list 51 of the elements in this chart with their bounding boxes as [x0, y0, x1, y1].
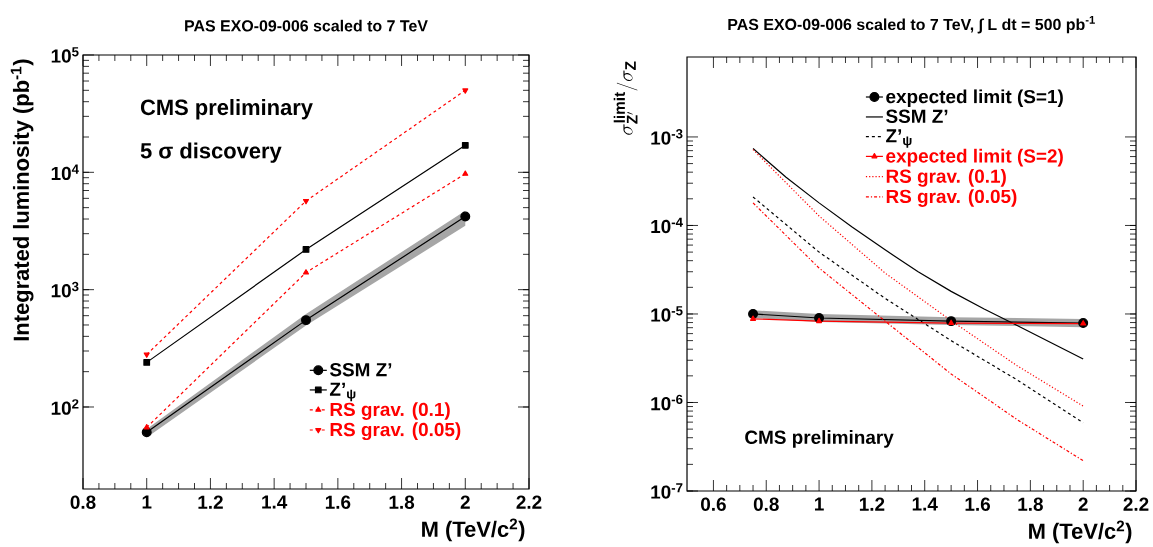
- legend-label: RS grav. (0.1): [886, 168, 1006, 187]
- x-tick-label: 0.6: [701, 497, 726, 511]
- y-tick-label: 10$^{-5}$: [651, 306, 683, 322]
- line-series: [752, 147, 1084, 360]
- y-tick-label: 10$^{5}$: [51, 47, 79, 63]
- point: [143, 424, 150, 430]
- y-axis-title: Integrated luminosity (pb$^{-1}$): [10, 59, 34, 341]
- x-tick-label: 2: [1078, 497, 1088, 511]
- y-tick-label: 10$^{-7}$: [651, 483, 683, 499]
- point: [750, 315, 757, 321]
- y-tick-label: 10$^{4}$: [51, 164, 79, 181]
- legend-label: RS grav. (0.05): [886, 189, 1017, 207]
- x-tick-label: 0.8: [753, 497, 779, 511]
- legend-label: RS grav. (0.1): [330, 402, 450, 420]
- legend-label: Z’$_{ψ}$: [886, 129, 912, 148]
- y-tick-label: 10$^{-6}$: [651, 394, 683, 411]
- legend-label: Z’$_{ψ}$: [329, 382, 356, 402]
- y-tick-label: 10$^{2}$: [51, 399, 79, 415]
- y-tick-label: 10$^{-4}$: [651, 217, 683, 234]
- x-tick-label: 1.2: [859, 497, 885, 511]
- x-axis-title: M (TeV/c$^{2}$): [1029, 520, 1132, 544]
- x-tick-label: 1.6: [965, 497, 991, 511]
- line-series: [752, 148, 1084, 407]
- x-axis-title: M (TeV/c$^{2}$): [422, 518, 525, 542]
- x-tick-label: 1.4: [262, 495, 288, 509]
- point: [816, 317, 823, 324]
- x-tick-label: 1.6: [325, 495, 351, 509]
- legend-label: RS grav. (0.05): [330, 422, 461, 441]
- chart-title: PAS EXO-09-006 scaled to 7 TeV, ∫ L dt = 500 pb$^{-1}$: [728, 16, 1095, 34]
- annotation: 5 σ discovery: [140, 142, 282, 163]
- annotation: CMS preliminary: [140, 99, 313, 120]
- x-tick-label: 1.8: [1018, 497, 1043, 511]
- legend-label: SSM Z’: [886, 109, 948, 123]
- x-tick-label: 2: [460, 495, 470, 509]
- point: [748, 308, 759, 319]
- legend-label: expected limit (S=1): [886, 89, 1063, 108]
- x-tick-label: 2.2: [516, 495, 542, 509]
- y-axis-title: $\sigma^{\mathbf{limit}}_{\mathbf{Z'}}/\sigma_{\mathbf{Z}}$: [613, 61, 638, 135]
- x-tick-label: 1.4: [912, 497, 938, 511]
- x-tick-label: 2.2: [1123, 497, 1149, 511]
- annotation: CMS preliminary: [745, 430, 894, 448]
- x-tick-label: 0.8: [70, 495, 96, 509]
- x-tick-label: 1: [814, 497, 824, 511]
- legend-label: expected limit (S=2): [886, 148, 1063, 167]
- y-tick-label: 10$^{3}$: [51, 281, 79, 298]
- x-tick-label: 1.8: [389, 495, 415, 509]
- legend-label: SSM Z’: [329, 362, 392, 377]
- x-tick-label: 1: [142, 495, 152, 509]
- x-tick-label: 1.2: [198, 495, 223, 509]
- chart-title: PAS EXO-09-006 scaled to 7 TeV: [185, 19, 428, 32]
- y-tick-label: 10$^{-3}$: [651, 129, 683, 145]
